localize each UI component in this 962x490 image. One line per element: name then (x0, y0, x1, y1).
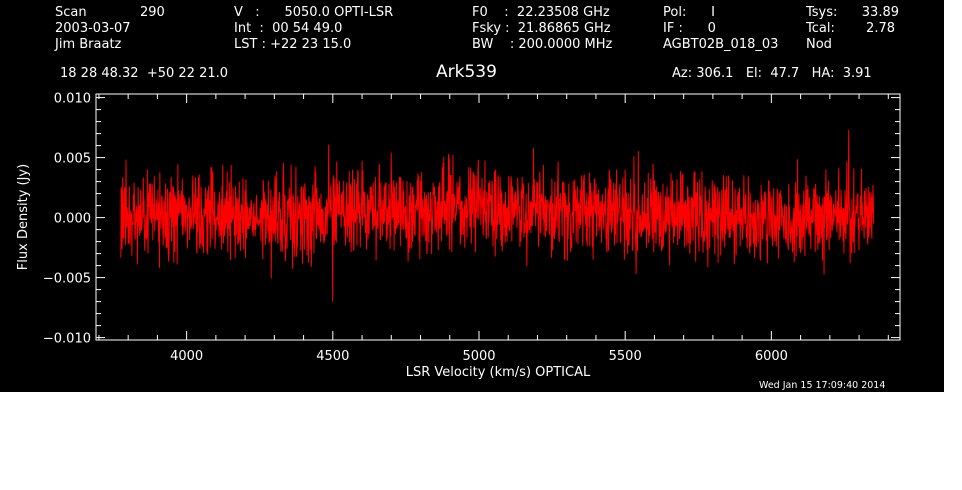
if-number: IF : 0 (663, 21, 716, 36)
spectrum-trace (120, 129, 875, 302)
tsys-value: 33.89 (861, 5, 899, 20)
scan-label: Scan (55, 5, 87, 20)
x-axis-label: LSR Velocity (km/s) OPTICAL (406, 365, 591, 380)
bandwidth: BW : 200.0000 MHz (472, 37, 613, 52)
x-tick-label: 5000 (462, 349, 495, 364)
velocity-info: V : 5050.0 OPTI-LSR (234, 5, 394, 20)
y-tick-label: −0.005 (43, 272, 91, 287)
source-coordinates: 18 28 48.32 +50 22 21.0 (60, 66, 229, 81)
rest-frequency: F0 : 22.23508 GHz (472, 5, 610, 20)
observing-mode: Nod (806, 37, 832, 52)
pointing-info: Az: 306.1 El: 47.7 HA: 3.91 (672, 66, 872, 81)
y-tick-label: 0.010 (54, 92, 91, 107)
x-tick-label: 4000 (170, 349, 203, 364)
plot-timestamp: Wed Jan 15 17:09:40 2014 (759, 380, 886, 391)
y-axis-label: Flux Density (Jy) (16, 164, 31, 270)
project-id: AGBT02B_018_03 (663, 37, 779, 52)
tcal-value: 2.78 (866, 21, 895, 36)
plot-window: Scan 290 2003-03-07 Jim Braatz V : 5050.… (0, 0, 944, 392)
polarization: Pol: I (663, 5, 715, 20)
scan-number: 290 (140, 5, 165, 20)
spectrum-chart: 4000 4500 5000 5500 6000 −0.010 −0.005 0.000 0.0… (16, 92, 901, 380)
sky-frequency: Fsky : 21.86865 GHz (472, 21, 611, 36)
tcal-label: Tcal: (806, 21, 835, 36)
x-tick-label: 6000 (755, 349, 788, 364)
y-tick-label: 0.005 (54, 152, 91, 167)
lst-info: LST : +22 23 15.0 (234, 37, 352, 52)
x-tick-label: 5500 (609, 349, 642, 364)
integration-time: Int : 00 54 49.0 (234, 21, 343, 36)
observer-name: Jim Braatz (55, 37, 122, 52)
observation-date: 2003-03-07 (55, 21, 131, 36)
source-name: Ark539 (436, 62, 497, 82)
plot-frame (95, 93, 901, 341)
y-tick-label: 0.000 (54, 212, 91, 227)
x-tick-label: 4500 (316, 349, 349, 364)
y-tick-label: −0.010 (43, 332, 91, 347)
tsys-label: Tsys: (806, 5, 838, 20)
